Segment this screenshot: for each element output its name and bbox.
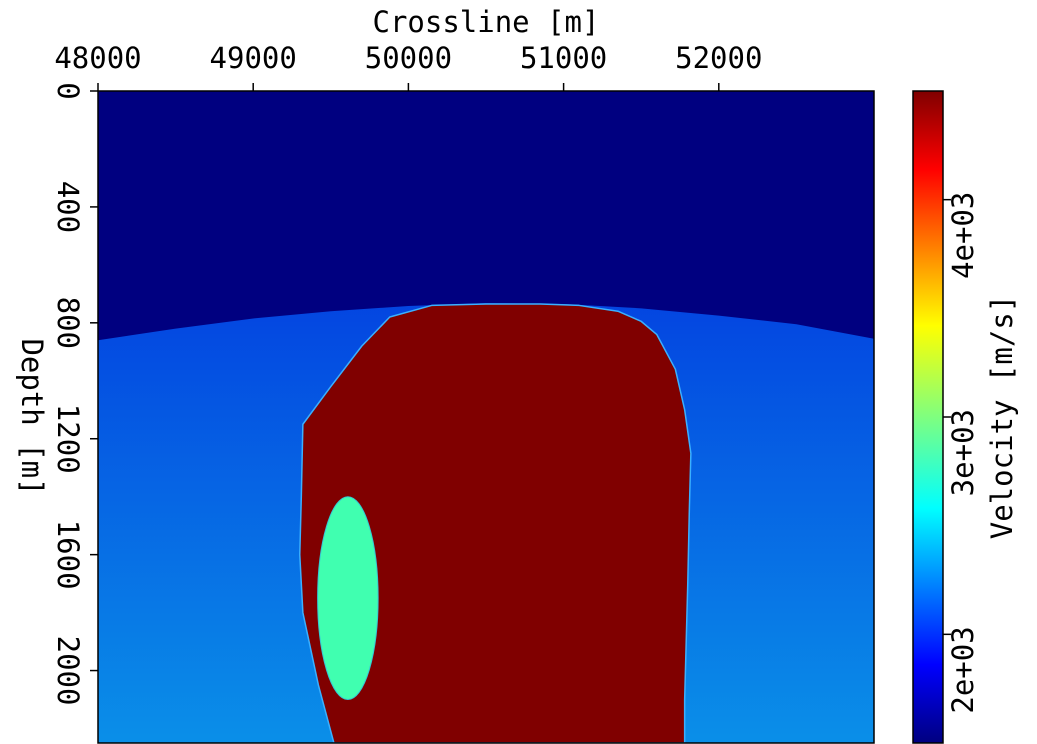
colorbar-tick-label: 3e+03 [946,409,980,496]
y-tick-label: 1200 [51,404,85,474]
y-axis-ticks: 0 400 800 1200 1600 2000 [51,82,98,705]
x-tick-label: 52000 [675,41,762,75]
salt-body [299,303,692,743]
x-tick-label: 50000 [365,41,452,75]
x-tick-label: 49000 [210,41,297,75]
y-tick-label: 800 [51,297,85,349]
water-layer [98,91,874,341]
plot-frame [97,90,875,744]
x-axis-label: Crossline [m] [373,5,600,39]
x-tick-label: 51000 [520,41,607,75]
colorbar-tick-label: 2e+03 [946,626,980,713]
colorbar-label: Velocity [m/s] [985,295,1019,539]
y-tick-label: 2000 [51,636,85,706]
low-velocity-inclusion [317,496,379,701]
heatmap-plot-area [98,91,874,743]
colorbar-gradient-bar [912,90,944,744]
x-axis-ticks: 48000 49000 50000 51000 52000 [54,41,762,91]
y-axis-label: Depth [m] [15,338,49,495]
y-tick-label: 0 [51,82,85,99]
colorbar: 2e+03 3e+03 4e+03 Velocity [m/s] [912,90,1019,744]
colorbar-tick-label: 4e+03 [946,192,980,279]
y-tick-label: 1600 [51,520,85,590]
colorbar-ticks: 2e+03 3e+03 4e+03 [943,192,980,714]
y-tick-label: 400 [51,181,85,233]
x-tick-label: 48000 [54,41,141,75]
